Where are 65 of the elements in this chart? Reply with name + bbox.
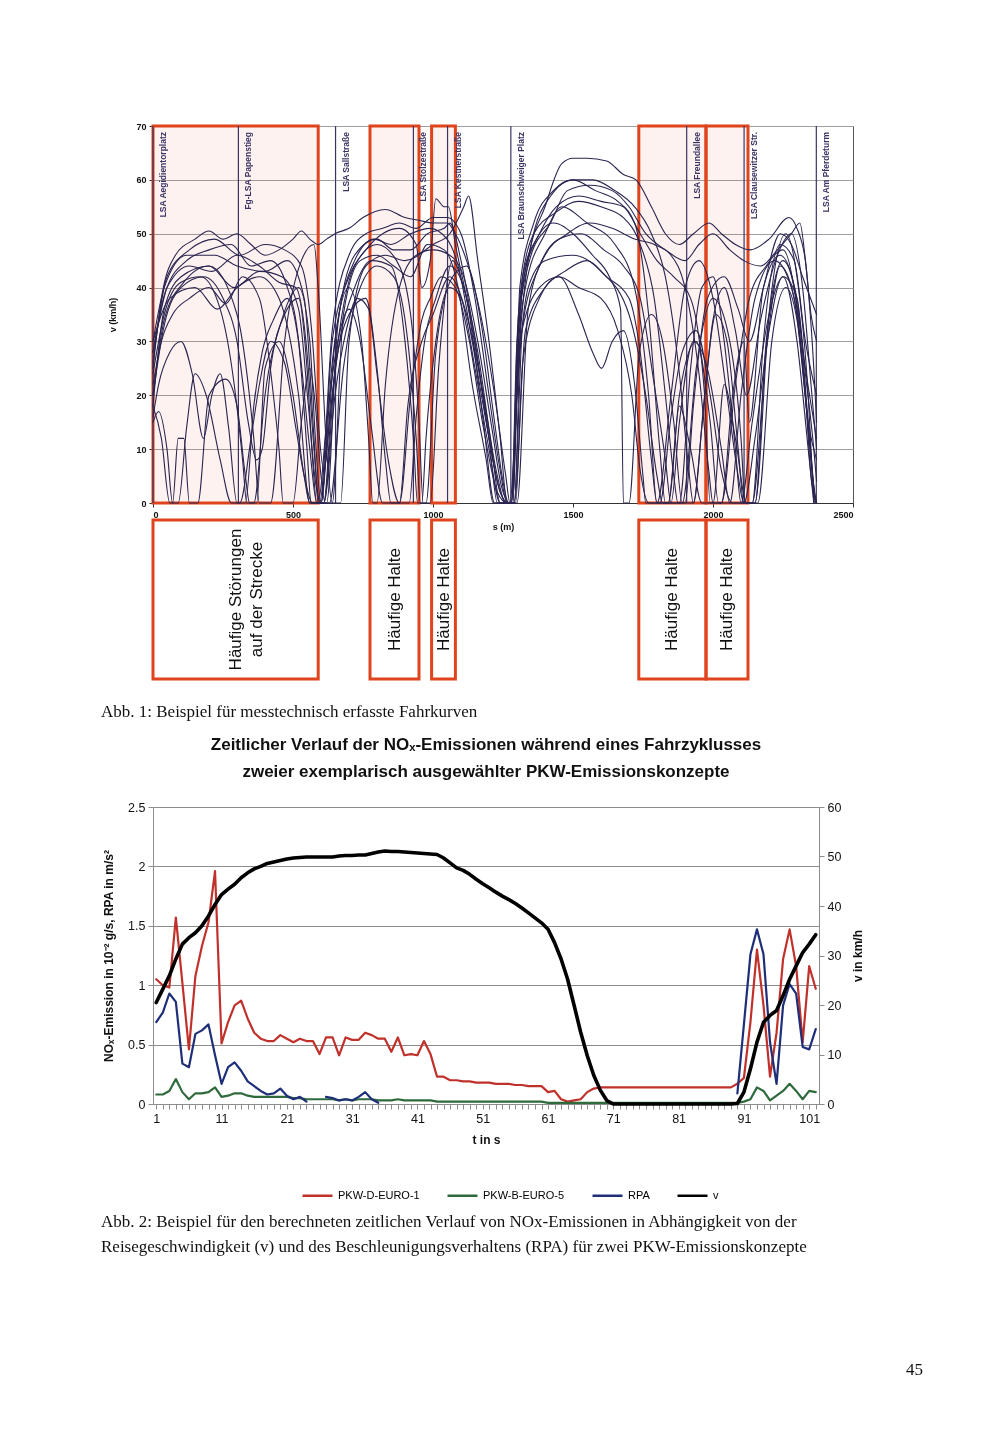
caption: Abb. 2: Beispiel für den berechneten zeitlichen Verlauf von NOx-Emissionen in Abhängigkeit von der Reisegeschwindigkeit (v) und des Beschleunigungsverhaltens (RPA) für zwei PKW-Emissionskonzepte xyxy=(101,1212,807,1256)
x-tick-label: 31 xyxy=(345,1111,360,1126)
legend-label: PKW-B-EURO-5 xyxy=(483,1188,565,1201)
y-tick-label: 50 xyxy=(136,229,147,240)
y2-tick-label: 0 xyxy=(827,1097,835,1112)
x-tick-label: 2000 xyxy=(703,509,724,520)
y2-tick-label: 60 xyxy=(827,800,842,815)
x-tick-label: 51 xyxy=(476,1111,491,1126)
y2-tick-label: 40 xyxy=(827,899,842,914)
y2-tick-label: 30 xyxy=(827,949,842,963)
x-tick-label: 41 xyxy=(410,1111,425,1126)
x-axis-title: s (m) xyxy=(492,521,515,532)
y-tick-label: 2 xyxy=(138,859,146,874)
ref-line-label: Fg-LSA Papenstieg xyxy=(243,132,254,210)
y2-tick-label: 20 xyxy=(827,998,842,1013)
band-label: Häufige Halte xyxy=(662,547,682,652)
x-tick-label: 101 xyxy=(799,1111,821,1126)
y-tick-label: 10 xyxy=(136,444,147,455)
legend-label: v xyxy=(713,1188,719,1201)
x-axis-title: t in s xyxy=(472,1133,501,1147)
ref-line-label: LSA Clausewitzer Str. xyxy=(749,132,760,220)
x-tick-label: 91 xyxy=(737,1111,752,1126)
x-tick-label: 1000 xyxy=(423,509,444,520)
y-tick-label: 2.5 xyxy=(128,800,146,815)
caption: Abb. 1: Beispiel für messtechnisch erfasste Fahrkurven xyxy=(101,702,478,721)
chart-title: Zeitlicher Verlauf der NOₓ-Emissionen während eines Fahrzyklusses zweier exemplarisch ausgewählter PKW-Emissionskonzepte xyxy=(210,734,762,781)
ref-line-label: LSA Kestnerstraße xyxy=(452,131,463,209)
text: 45 xyxy=(906,1360,923,1379)
x-tick-label: 2500 xyxy=(833,509,854,520)
y-tick-label: 0 xyxy=(141,498,147,509)
y2-tick-label: 10 xyxy=(827,1048,842,1062)
y-tick-label: 1 xyxy=(138,978,146,993)
y-tick-label: 70 xyxy=(136,121,147,132)
x-tick-label: 11 xyxy=(215,1111,229,1126)
ref-line-label: LSA Aegidientorplatz xyxy=(158,132,168,218)
x-tick-label: 61 xyxy=(541,1111,556,1126)
legend-label: RPA xyxy=(628,1188,651,1201)
x-tick-label: 81 xyxy=(672,1111,687,1126)
y2-axis-title: v in km/h xyxy=(851,929,866,983)
x-tick-label: 21 xyxy=(280,1111,295,1126)
y-tick-label: 1.5 xyxy=(128,919,146,934)
y-tick-label: 0.5 xyxy=(128,1038,146,1053)
y-tick-label: 20 xyxy=(136,390,147,401)
x-tick-label: 500 xyxy=(285,509,302,520)
ref-line-label: LSA Freundallee xyxy=(691,131,702,199)
y-axis-title: v (km/h) xyxy=(108,297,119,333)
band-label: Häufige Halte xyxy=(384,547,404,652)
legend-label: PKW-D-EURO-1 xyxy=(338,1188,420,1201)
y-axis-title: NOₓ-Emission in 10⁻² g/s, RPA in m/s² xyxy=(102,850,117,1062)
ref-line-label: LSA Stolzestraße xyxy=(418,131,429,202)
band-label: Häufige Halte xyxy=(433,547,453,652)
y-tick-label: 40 xyxy=(136,283,147,294)
ref-line-label: LSA Am Pferdeturm xyxy=(821,131,832,213)
ref-line-label: LSA Braunschweiger Platz xyxy=(515,132,526,240)
band-label: Häufige Halte xyxy=(717,547,736,652)
x-tick-label: 1500 xyxy=(563,509,584,520)
y2-tick-label: 50 xyxy=(827,850,842,864)
y-tick-label: 60 xyxy=(136,175,147,186)
ref-line-label: LSA Sallstraße xyxy=(340,131,351,192)
band-label: Häufige Störungen auf der Strecke xyxy=(225,528,266,671)
y-tick-label: 30 xyxy=(136,336,147,347)
x-tick-label: 0 xyxy=(153,509,159,520)
x-tick-label: 71 xyxy=(606,1111,621,1126)
x-tick-label: 1 xyxy=(153,1111,161,1126)
y-tick-label: 0 xyxy=(138,1097,146,1112)
